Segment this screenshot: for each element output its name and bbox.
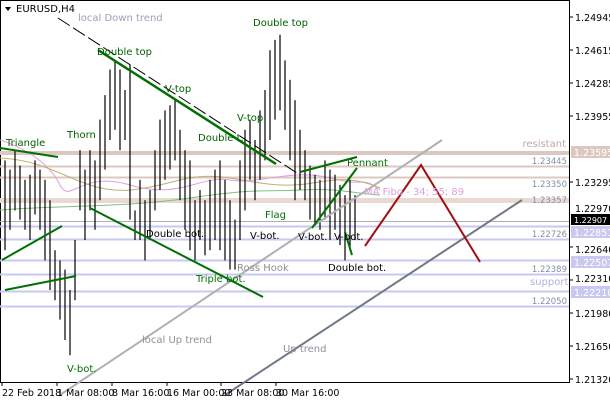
label-v-bot: V-bot. (334, 232, 363, 243)
ma-89 (0, 189, 381, 211)
resistance-price: 1.23595 (574, 148, 610, 159)
double-bottom-line (344, 231, 353, 256)
label-double-top: Double top (253, 18, 308, 29)
time-axis[interactable]: 22 Feb 2018 1 Mar 08:00 8 Mar 16:00 16 M… (1, 382, 339, 399)
label-double-bot: Double bot. (146, 229, 204, 240)
support-price: 1.22210 (574, 288, 610, 299)
level-price: 1.22507 (574, 258, 610, 269)
forecast-zigzag (364, 163, 481, 263)
label-double-top: Double top (97, 47, 152, 58)
price-tick: 1.24945 (575, 13, 610, 24)
label-v-bot: V-bot. (67, 364, 96, 375)
level-price-box (571, 256, 610, 268)
price-tick: 1.24615 (575, 46, 610, 57)
label-v-top: V-top (237, 113, 263, 124)
current-price: 1.22907 (574, 216, 607, 225)
price-tick: 1.22640 (575, 245, 610, 256)
price-tick: 1.21980 (575, 309, 610, 320)
triple-bottom-line (89, 207, 264, 298)
level-label: 1.22389 (532, 265, 567, 275)
local-down-trend-line (57, 17, 301, 176)
label-ross-hook: Ross Hook (237, 263, 289, 274)
triangle-down-icon (5, 7, 11, 11)
price-tick: 1.22310 (575, 274, 610, 285)
level-label: 1.23357 (532, 196, 567, 206)
current-price-box (571, 214, 610, 225)
time-tick: 22 Feb 2018 (2, 388, 61, 399)
price-axis[interactable]: 1.24945 1.24615 1.24285 1.23955 1.23295 … (569, 13, 610, 386)
price-tick: 1.22970 (575, 204, 610, 215)
support-price-box (571, 286, 610, 298)
label-ma-fibo: MA Fibo - 34; 55; 89 (364, 187, 464, 198)
label-v-bot: V-bot. (250, 231, 279, 242)
price-tick: 1.21320 (575, 375, 610, 386)
time-tick: 30 Mar 16:00 (276, 388, 339, 399)
time-tick: 16 Mar 00:00 (167, 388, 230, 399)
label-triple-bot: Triple bot. (195, 274, 246, 285)
time-tick: 1 Mar 08:00 (57, 388, 114, 399)
label-up-trend: Up trend (283, 344, 327, 355)
triangle-bottom-line (1, 225, 63, 261)
pennant-line (299, 156, 358, 173)
resistance-price-box (571, 146, 610, 158)
level-label: 1.22050 (532, 297, 567, 307)
trend-lines (0, 17, 523, 396)
label-pennant: Pennant (347, 158, 388, 169)
double-top-line (97, 48, 277, 166)
label-local-up-trend: local Up trend (142, 335, 212, 346)
v-bottom-line (4, 275, 77, 291)
price-tick: 1.24285 (575, 79, 610, 90)
level-price-box (571, 226, 610, 238)
label-double-bot: Double bot. (328, 263, 386, 274)
annotations: local Down trend Double top Double top V… (5, 13, 568, 375)
chart-title[interactable]: EURUSD,H4 (5, 4, 75, 15)
price-bars (4, 34, 356, 356)
level-label: 1.23445 (532, 157, 567, 167)
level-labels: 1.23445 1.23350 1.23357 1.22726 1.22389 … (532, 157, 567, 307)
symbol-title: EURUSD,H4 (16, 4, 75, 15)
up-trend-line (224, 199, 523, 396)
level-band (0, 198, 569, 203)
plot-area (0, 0, 570, 383)
label-thorn: Thorn (66, 130, 96, 141)
price-tick: 1.23955 (575, 112, 610, 123)
label-flag: Flag (265, 210, 286, 221)
level-price: 1.22851 (574, 228, 610, 239)
level-label: 1.22726 (532, 230, 567, 240)
resistance-line (0, 151, 569, 155)
label-triangle: Triangle (5, 138, 45, 149)
level-lines (0, 151, 569, 308)
label-resistant: resistant (522, 139, 566, 150)
flag-line (311, 167, 358, 229)
time-tick: 23 Mar 08:00 (221, 388, 284, 399)
price-tick: 1.23295 (575, 178, 610, 189)
level-label: 1.23350 (532, 180, 567, 190)
label-v-top: V-top (165, 84, 191, 95)
triangle-top-line (0, 147, 59, 158)
time-tick: 8 Mar 16:00 (112, 388, 169, 399)
label-double-t: Double t. (198, 133, 244, 144)
label-v-bot: V-bot. (298, 232, 327, 243)
local-up-trend-line (59, 139, 443, 396)
label-support: support (530, 277, 568, 288)
label-local-down-trend: local Down trend (78, 13, 163, 24)
price-tick: 1.21650 (575, 342, 610, 353)
